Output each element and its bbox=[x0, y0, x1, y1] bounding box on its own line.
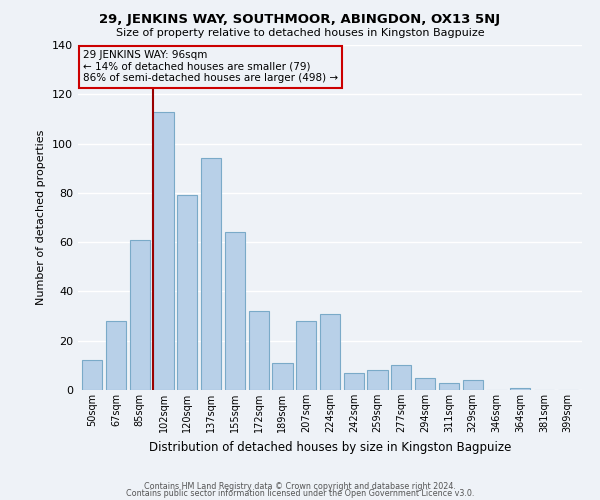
Bar bbox=[130, 240, 150, 390]
Bar bbox=[82, 360, 103, 390]
Bar bbox=[296, 321, 316, 390]
Bar bbox=[248, 311, 269, 390]
Bar bbox=[272, 363, 293, 390]
Text: 29, JENKINS WAY, SOUTHMOOR, ABINGDON, OX13 5NJ: 29, JENKINS WAY, SOUTHMOOR, ABINGDON, OX… bbox=[100, 12, 500, 26]
X-axis label: Distribution of detached houses by size in Kingston Bagpuize: Distribution of detached houses by size … bbox=[149, 440, 511, 454]
Bar bbox=[463, 380, 483, 390]
Bar bbox=[367, 370, 388, 390]
Y-axis label: Number of detached properties: Number of detached properties bbox=[37, 130, 46, 305]
Bar bbox=[225, 232, 245, 390]
Bar bbox=[320, 314, 340, 390]
Text: 29 JENKINS WAY: 96sqm
← 14% of detached houses are smaller (79)
86% of semi-deta: 29 JENKINS WAY: 96sqm ← 14% of detached … bbox=[83, 50, 338, 84]
Bar bbox=[391, 366, 412, 390]
Bar bbox=[177, 196, 197, 390]
Bar bbox=[510, 388, 530, 390]
Text: Contains HM Land Registry data © Crown copyright and database right 2024.: Contains HM Land Registry data © Crown c… bbox=[144, 482, 456, 491]
Text: Size of property relative to detached houses in Kingston Bagpuize: Size of property relative to detached ho… bbox=[116, 28, 484, 38]
Bar bbox=[344, 373, 364, 390]
Bar bbox=[415, 378, 435, 390]
Bar bbox=[106, 321, 126, 390]
Bar bbox=[154, 112, 173, 390]
Bar bbox=[201, 158, 221, 390]
Text: Contains public sector information licensed under the Open Government Licence v3: Contains public sector information licen… bbox=[126, 490, 474, 498]
Bar bbox=[439, 382, 459, 390]
